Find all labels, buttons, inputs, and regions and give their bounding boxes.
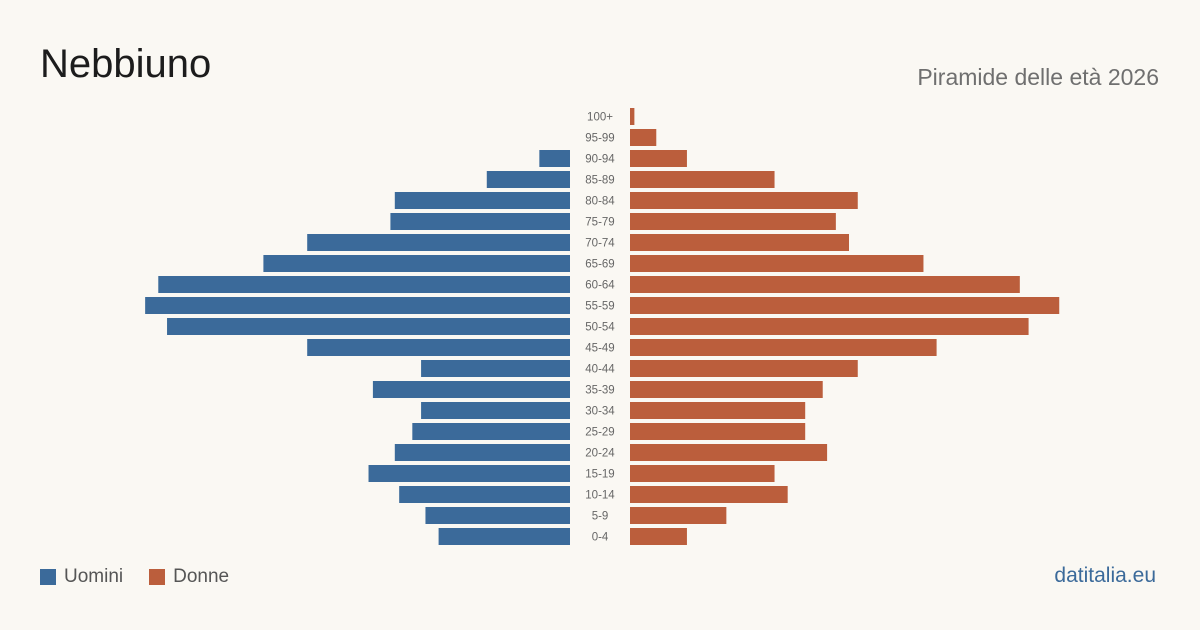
bar-women-40-44 [630,360,858,377]
bar-women-55-59 [630,297,1060,314]
bar-men-80-84 [394,192,570,209]
bar-women-70-74 [630,234,849,251]
bar-women-30-34 [630,402,806,419]
legend-swatch-men [40,569,56,585]
bar-women-10-14 [630,486,788,503]
bar-men-90-94 [539,150,570,167]
age-label-70-74: 70-74 [585,238,615,250]
age-label-90-94: 90-94 [585,154,615,166]
age-label-0-4: 0-4 [592,532,609,544]
age-label-60-64: 60-64 [585,280,615,292]
legend-swatch-women [149,569,166,585]
age-label-100plus: 100+ [587,112,613,124]
bar-men-60-64 [158,276,570,293]
bar-men-15-19 [368,465,570,482]
bar-men-20-24 [394,444,570,461]
age-label-85-89: 85-89 [585,175,614,187]
age-label-65-69: 65-69 [585,259,614,271]
age-label-35-39: 35-39 [585,385,614,397]
bar-men-35-39 [372,381,570,398]
age-label-25-29: 25-29 [585,427,614,439]
bar-women-90-94 [630,150,687,167]
bar-women-20-24 [630,444,828,461]
age-label-40-44: 40-44 [585,364,615,376]
bar-men-30-34 [421,402,570,419]
legend: Uomini Donne [40,566,255,588]
age-label-50-54: 50-54 [585,322,615,334]
bar-men-25-29 [412,423,570,440]
bar-women-60-64 [630,276,1020,293]
bar-men-5-9 [425,507,570,524]
page-title: Nebbiuno [40,42,212,86]
age-label-80-84: 80-84 [585,196,615,208]
chart-subtitle: Piramide delle età 2026 [917,64,1159,90]
legend-item-men: Uomini [40,566,123,588]
bar-women-80-84 [630,192,858,209]
bar-women-50-54 [630,318,1029,335]
age-label-30-34: 30-34 [585,406,615,418]
bar-men-85-89 [486,171,570,188]
age-label-10-14: 10-14 [585,490,615,502]
bar-men-55-59 [145,297,570,314]
bar-men-10-14 [399,486,570,503]
age-label-45-49: 45-49 [585,343,614,355]
legend-item-women: Donne [149,566,229,588]
age-label-95-99: 95-99 [585,133,614,145]
bar-men-40-44 [421,360,570,377]
age-label-20-24: 20-24 [585,448,615,460]
bar-women-0-4 [630,528,687,545]
bar-men-0-4 [438,528,570,545]
bar-men-70-74 [307,234,570,251]
legend-label-men: Uomini [64,566,124,587]
age-label-75-79: 75-79 [585,217,614,229]
age-label-5-9: 5-9 [592,511,609,523]
bar-women-85-89 [630,171,775,188]
legend-label-women: Donne [173,566,230,587]
source-link[interactable]: datitalia.eu [1054,564,1156,587]
bar-women-5-9 [630,507,727,524]
bar-men-45-49 [307,339,570,356]
bar-women-35-39 [630,381,823,398]
bar-men-65-69 [263,255,570,272]
bar-women-95-99 [630,129,657,146]
bar-men-75-79 [390,213,570,230]
bar-women-75-79 [630,213,836,230]
bar-women-45-49 [630,339,937,356]
age-label-55-59: 55-59 [585,301,614,313]
bar-women-100plus [630,108,635,125]
age-label-15-19: 15-19 [585,469,614,481]
bar-women-65-69 [630,255,924,272]
bar-women-15-19 [630,465,775,482]
bar-men-50-54 [167,318,571,335]
bar-women-25-29 [630,423,806,440]
